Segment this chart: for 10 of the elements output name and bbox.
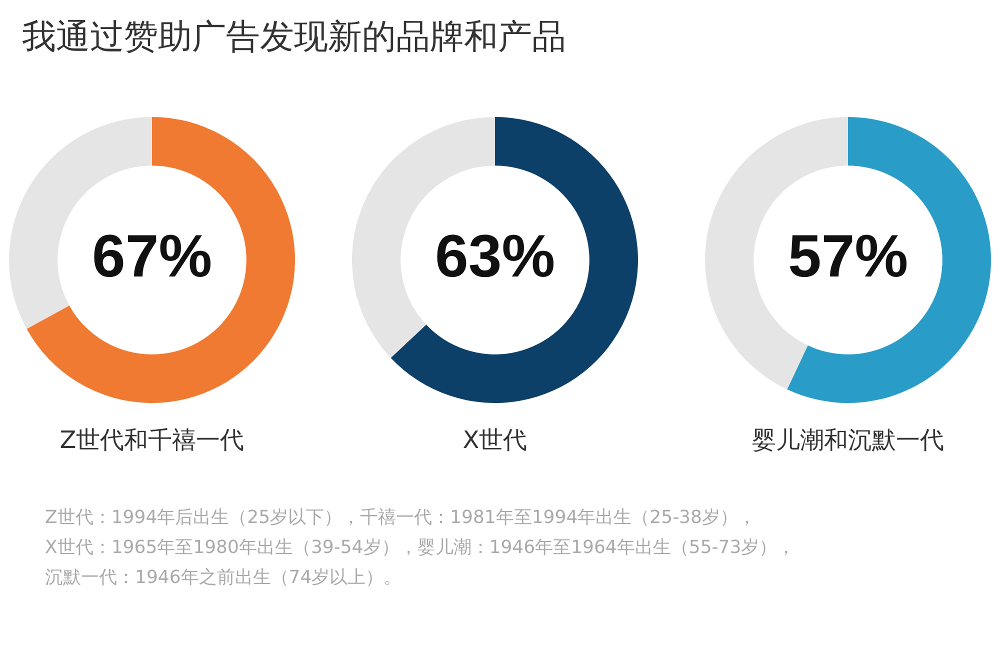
text: 我通过赞助广告发现新的品牌和产品 xyxy=(22,16,566,59)
text: 沉默一代：1946年之前出生（74岁以上）。 xyxy=(45,566,403,590)
data-label: 63% xyxy=(434,222,556,290)
text: X世代：1965年至1980年出生（39-54岁），婴儿潮：1946年至1964年出生（55-73岁）， xyxy=(45,536,796,560)
text: Z世代和千禧一代 xyxy=(58,425,246,456)
text: 婴儿潮和沉默一代 xyxy=(751,425,945,456)
text: Z世代：1994年后出生（25岁以下），千禧一代：1981年至1994年出生（25-38岁）， xyxy=(45,506,757,530)
data-label: 67% xyxy=(92,222,212,290)
data-label: 57% xyxy=(788,222,908,290)
text: X世代 xyxy=(462,425,528,456)
